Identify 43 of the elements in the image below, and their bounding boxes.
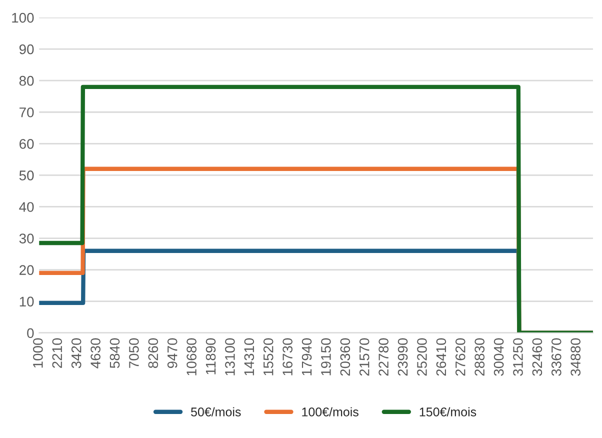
legend-label: 150€/mois: [420, 407, 476, 416]
x-tick-label: 9470: [167, 338, 178, 368]
x-tick-label: 5840: [110, 338, 120, 368]
x-tick-label: 28830: [474, 338, 484, 376]
x-tick-label: 10680: [186, 338, 196, 376]
x-tick-label: 1000: [33, 338, 43, 368]
x-tick-label: 3420: [71, 338, 82, 368]
x-tick-label: 20360: [340, 338, 350, 376]
x-tick-label: 23990: [398, 338, 408, 376]
x-tick-label: 31250: [513, 338, 523, 376]
y-tick-label: 60: [20, 139, 34, 149]
x-tick-label: 8260: [148, 338, 158, 368]
x-tick-label: 7050: [129, 338, 139, 368]
x-tick-label: 25200: [417, 338, 427, 376]
x-tick-label: 4630: [90, 338, 100, 368]
y-tick-label: 40: [19, 202, 34, 212]
y-tick-label: 30: [19, 234, 34, 244]
y-tick-label: 70: [20, 107, 34, 118]
x-tick-label: 11890: [206, 338, 216, 374]
x-tick-label: 30040: [494, 338, 504, 376]
x-tick-label: 27620: [455, 338, 466, 376]
x-tick-label: 17940: [302, 338, 312, 376]
x-tick-label: 16730: [282, 338, 292, 376]
y-tick-label: 10: [20, 296, 34, 307]
legend-label: 50€/mois: [191, 407, 241, 416]
x-tick-label: 33670: [551, 338, 562, 376]
y-tick-label: 20: [20, 265, 34, 275]
x-tick-label: 34880: [570, 338, 581, 376]
x-tick-label: 13100: [225, 338, 235, 376]
x-tick-label: 15520: [263, 338, 274, 376]
y-tick-label: 80: [19, 76, 34, 86]
y-tick-label: 90: [19, 44, 34, 54]
y-tick-label: 50: [19, 170, 34, 180]
x-tick-label: 19150: [321, 338, 331, 376]
x-tick-label: 22780: [378, 338, 388, 376]
x-tick-label: 14310: [244, 338, 254, 376]
x-tick-label: 2210: [52, 338, 62, 368]
x-tick-label: 21570: [359, 338, 370, 376]
legend-label: 100€/mois: [302, 407, 358, 416]
y-tick-label: 0: [27, 328, 34, 338]
x-tick-label: 32460: [532, 338, 542, 376]
x-tick-label: 26410: [436, 338, 446, 376]
y-tick-label: 100: [12, 12, 34, 23]
